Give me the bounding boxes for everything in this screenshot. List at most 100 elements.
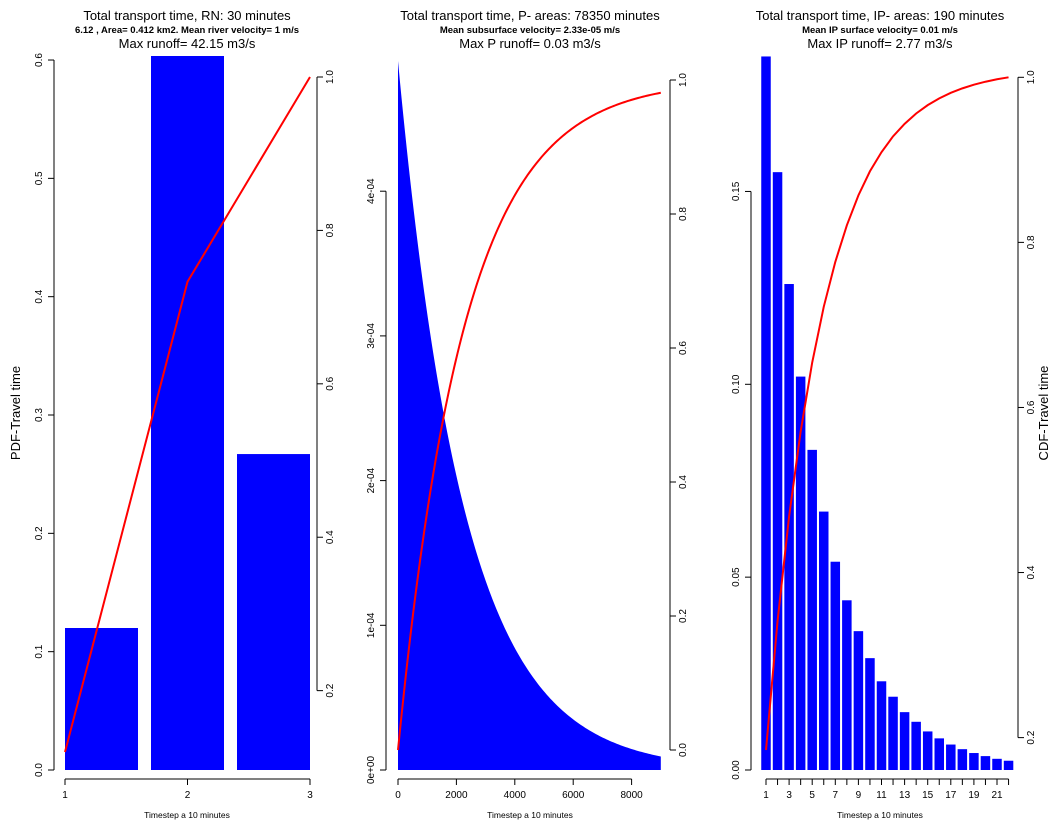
panel-rn-y-tick-label: 0.3	[34, 408, 45, 422]
panel-rn-ylabel: PDF-Travel time	[8, 366, 23, 460]
panel-ip-x-tick-label: 19	[968, 790, 980, 801]
panel-ip-y2-tick-label: 0.6	[1026, 400, 1037, 414]
panel-p-pdf-fill	[398, 60, 661, 771]
panel-rn-xlabel: Timestep a 10 minutes	[144, 810, 230, 820]
panel-p-title: Total transport time, P- areas: 78350 mi…	[400, 8, 660, 23]
panel-ip-bar	[795, 376, 806, 770]
panel-ip-bar	[876, 681, 887, 770]
panel-ip-y-tick-label: 0.00	[731, 760, 742, 780]
panel-rn-x-tick-label: 2	[185, 790, 191, 801]
panel-ip-axes: 0.000.050.100.151 3 5 7 9 11 13 15 17 19 210.20.40…	[731, 70, 1037, 801]
panel-rn-y-tick-label: 0.4	[34, 289, 45, 303]
panel-ip-x-tick-label: 17	[945, 790, 957, 801]
panel-rn-bar	[237, 454, 310, 770]
panel-p-x-tick-label: 0	[395, 790, 401, 801]
panel-p-y2-tick-label: 1.0	[678, 73, 689, 87]
panel-ip-bar	[865, 658, 875, 770]
panel-p-y-tick-label: 2e-04	[366, 467, 377, 493]
panel-ip-x-tick-label: 1	[763, 790, 769, 801]
panel-ip-ylabel2: CDF-Travel time	[1036, 366, 1051, 461]
panel-p-x-tick-label: 4000	[504, 790, 527, 801]
panel-ip-x-tick-label: 7	[833, 790, 839, 801]
panel-ip-subtitle2: Max IP runoff= 2.77 m3/s	[807, 36, 953, 51]
panel-ip-bar	[784, 284, 794, 770]
panel-ip-bar	[807, 449, 817, 770]
panel-ip-bar	[761, 56, 771, 770]
panel-ip-bar	[819, 511, 829, 770]
panel-ip-y-tick-label: 0.10	[731, 374, 742, 394]
panel-ip-bar	[969, 753, 979, 770]
panel-ip-bar	[830, 561, 841, 770]
panel-rn-y2-tick-label: 0.4	[325, 530, 336, 544]
panel-rn-y-tick-label: 0.5	[34, 171, 45, 185]
panel-rn-subtitle: 6.12 , Area= 0.412 km2. Mean river veloc…	[75, 25, 299, 36]
panel-p-xlabel: Timestep a 10 minutes	[487, 810, 573, 820]
panel-ip-bar	[853, 631, 864, 770]
panel-ip: Total transport time, IP- areas: 190 min…	[731, 8, 1051, 820]
panel-rn-subtitle2: Max runoff= 42.15 m3/s	[119, 36, 256, 51]
panel-p: Total transport time, P- areas: 78350 mi…	[366, 8, 689, 820]
panel-rn-bar	[65, 628, 138, 770]
panel-p-y2-tick-label: 0.4	[678, 475, 689, 489]
panel-ip-bar	[922, 731, 933, 770]
panel-rn: Total transport time, RN: 30 minutes 6.1…	[8, 8, 336, 820]
panel-p-x-tick-label: 8000	[620, 790, 643, 801]
panel-p-cdf	[397, 91, 661, 751]
panel-rn-y-tick-label: 0.6	[34, 53, 45, 67]
panel-ip-x-tick-label: 3	[786, 790, 792, 801]
panel-ip-bar	[842, 600, 852, 770]
panel-ip-bar	[888, 696, 898, 770]
panel-rn-y-tick-label: 0.1	[34, 644, 45, 658]
panel-p-subtitle: Mean subsurface velocity= 2.33e-05 m/s	[440, 25, 620, 36]
panel-ip-bar	[957, 749, 968, 770]
panel-rn-axes: 0.0 0.1 0.2 0.3 0.4 0.5 0.6 1 2 3 0.2 0.4 0.6 0.8 1.0	[34, 53, 336, 801]
panel-rn-y-tick-label: 0.0	[34, 763, 45, 777]
panel-ip-xlabel: Timestep a 10 minutes	[837, 810, 923, 820]
panel-ip-bar	[934, 738, 944, 770]
panel-rn-bar	[151, 56, 224, 770]
panel-ip-title: Total transport time, IP- areas: 190 min…	[756, 8, 1005, 23]
panel-ip-bar	[911, 721, 921, 770]
panel-p-x-tick-label: 6000	[562, 790, 585, 801]
panel-ip-bar	[772, 172, 783, 770]
panel-ip-y-tick-label: 0.05	[731, 567, 742, 587]
panel-rn-y2-tick-label: 0.8	[325, 223, 336, 237]
panel-p-y-tick-label: 3e-04	[366, 323, 377, 349]
panel-ip-y2-tick-label: 1.0	[1026, 70, 1037, 84]
panel-p-subtitle2: Max P runoff= 0.03 m3/s	[459, 36, 601, 51]
panel-p-y2-tick-label: 0.2	[678, 609, 689, 623]
panel-p-x-tick-label: 2000	[445, 790, 468, 801]
panel-ip-bar	[946, 744, 956, 770]
panel-p-y-tick-label: 0e+00	[366, 756, 377, 785]
panel-p-pdf-area	[398, 60, 661, 771]
panel-ip-y2-tick-label: 0.4	[1026, 565, 1037, 579]
panel-p-y-tick-label: 1e-04	[366, 612, 377, 638]
panel-rn-title: Total transport time, RN: 30 minutes	[83, 8, 291, 23]
panel-p-axes: 0e+00 1e-04 2e-04 3e-04 4e-04 0 2000 4000 6000 80…	[366, 73, 689, 801]
panel-ip-bar	[980, 756, 991, 770]
panel-p-y-tick-label: 4e-04	[366, 178, 377, 204]
panel-ip-x-tick-label: 13	[899, 790, 911, 801]
panel-ip-y2-tick-label: 0.2	[1026, 730, 1037, 744]
panel-ip-subtitle: Mean IP surface velocity= 0.01 m/s	[802, 25, 958, 36]
panel-ip-x-tick-label: 11	[876, 790, 887, 801]
panel-p-y2-tick-label: 0.8	[678, 207, 689, 221]
panel-ip-x-tick-label: 5	[809, 790, 815, 801]
panel-p-y2-tick-label: 0.0	[678, 743, 689, 757]
panel-ip-x-tick-label: 21	[991, 790, 1003, 801]
panel-p-y2-tick-label: 0.6	[678, 341, 689, 355]
panel-ip-bars	[761, 56, 1014, 770]
panel-ip-bar	[899, 712, 910, 770]
panel-ip-cdf-line	[765, 76, 1009, 751]
panel-ip-y2-tick-label: 0.8	[1026, 235, 1037, 249]
panel-rn-y2-tick-label: 1.0	[325, 70, 336, 84]
panel-rn-cdf	[64, 76, 311, 753]
panel-ip-bar	[992, 758, 1002, 770]
panel-ip-bar	[1003, 760, 1014, 770]
panel-rn-x-tick-label: 3	[307, 790, 313, 801]
panel-ip-cdf	[765, 76, 1009, 751]
panel-p-cdf-line	[397, 91, 661, 751]
panel-rn-y2-tick-label: 0.6	[325, 376, 336, 390]
panel-ip-y-tick-label: 0.15	[731, 181, 742, 201]
